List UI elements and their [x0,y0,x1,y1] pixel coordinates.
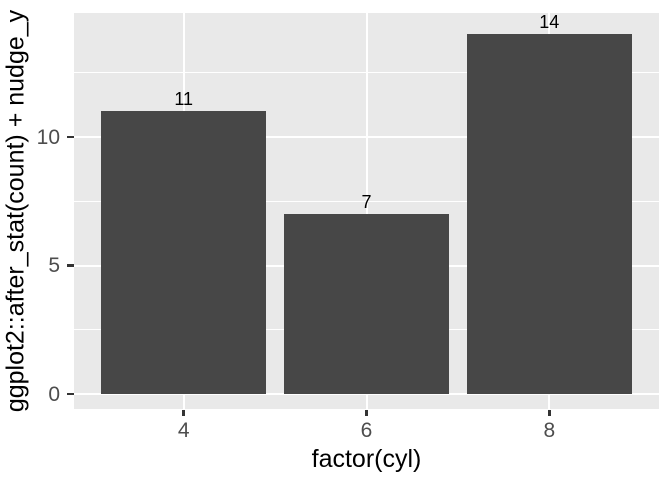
bar-value-label: 14 [539,12,560,33]
y-tick-label: 5 [48,254,60,278]
x-axis-title: factor(cyl) [311,445,422,473]
x-tick-mark [365,410,368,416]
bar-cyl-4 [101,111,266,394]
bar-value-label: 7 [361,192,372,213]
bar-cyl-6 [284,214,449,394]
x-major-gridline [365,13,368,409]
y-tick-label: 0 [48,382,60,406]
y-tick-mark [67,264,74,267]
bar-value-label: 11 [174,89,194,110]
y-tick-label: 10 [36,125,60,149]
x-tick-mark [182,410,185,416]
x-tick-label: 6 [360,419,373,442]
y-axis-title: ggplot2::after_stat(count) + nudge_y [1,9,30,413]
y-tick-mark [67,392,74,396]
x-tick-mark [548,410,551,416]
plot-panel: 11 7 14 [74,13,659,409]
bar-cyl-8 [467,34,632,394]
x-tick-label: 8 [543,419,556,442]
y-tick-mark [67,135,74,139]
x-tick-label: 4 [177,419,190,442]
